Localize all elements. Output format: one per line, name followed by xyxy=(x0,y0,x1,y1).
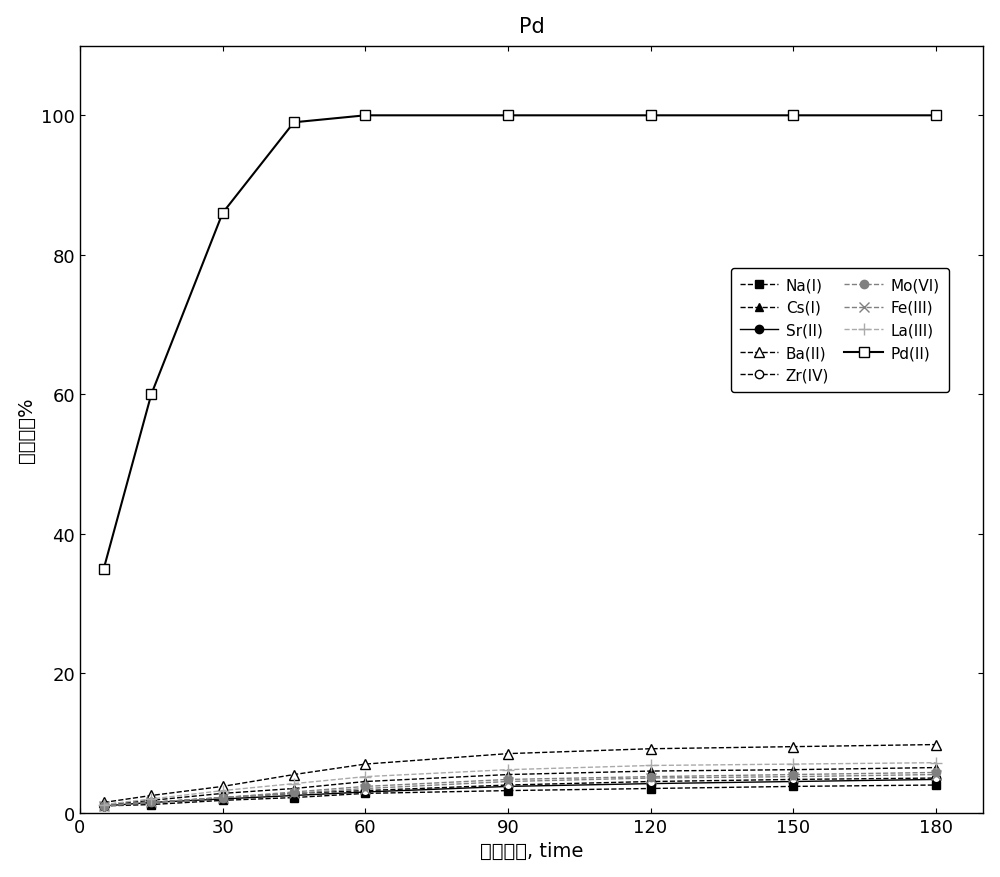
Zr(IV) xyxy=(502,780,514,790)
Fe(III) xyxy=(145,797,157,808)
Ba(II) xyxy=(787,742,799,752)
Mo(VI) xyxy=(787,769,799,780)
Na(I) xyxy=(288,793,300,803)
Pd(II) xyxy=(145,389,157,400)
Sr(II) xyxy=(502,781,514,792)
Mo(VI) xyxy=(98,801,110,811)
Fe(III) xyxy=(288,788,300,799)
Na(I) xyxy=(787,781,799,792)
Sr(II) xyxy=(98,801,110,811)
Zr(IV) xyxy=(288,788,300,799)
Mo(VI) xyxy=(145,797,157,808)
Na(I) xyxy=(502,786,514,796)
Cs(I) xyxy=(288,783,300,794)
Na(I) xyxy=(930,780,942,790)
La(III) xyxy=(288,779,300,789)
Fe(III) xyxy=(98,801,110,811)
Fe(III) xyxy=(930,769,942,780)
Y-axis label: 吸附率，%: 吸附率，% xyxy=(17,397,36,462)
Fe(III) xyxy=(217,793,229,803)
Zr(IV) xyxy=(217,793,229,803)
Pd(II) xyxy=(217,209,229,219)
Fe(III) xyxy=(359,783,371,794)
Legend: Na(I), Cs(I), Sr(II), Ba(II), Zr(IV), Mo(VI), Fe(III), La(III), Pd(II): Na(I), Cs(I), Sr(II), Ba(II), Zr(IV), Mo… xyxy=(731,268,949,393)
Line: Na(I): Na(I) xyxy=(100,781,940,810)
La(III) xyxy=(502,765,514,775)
Line: Fe(III): Fe(III) xyxy=(99,770,941,811)
Line: Cs(I): Cs(I) xyxy=(100,764,940,809)
Zr(IV) xyxy=(645,776,657,787)
Line: Sr(II): Sr(II) xyxy=(100,775,940,810)
Mo(VI) xyxy=(217,793,229,803)
La(III) xyxy=(359,772,371,782)
Na(I) xyxy=(359,788,371,799)
La(III) xyxy=(98,799,110,809)
Ba(II) xyxy=(359,759,371,769)
X-axis label: 接触时间, time: 接触时间, time xyxy=(480,841,583,860)
La(III) xyxy=(645,760,657,771)
Mo(VI) xyxy=(288,787,300,797)
Ba(II) xyxy=(145,790,157,801)
Pd(II) xyxy=(930,111,942,121)
Zr(IV) xyxy=(930,773,942,783)
Cs(I) xyxy=(645,766,657,776)
Zr(IV) xyxy=(359,786,371,796)
Line: Pd(II): Pd(II) xyxy=(99,111,941,574)
Cs(I) xyxy=(502,769,514,780)
Ba(II) xyxy=(645,744,657,754)
Ba(II) xyxy=(98,797,110,808)
Ba(II) xyxy=(930,739,942,750)
Sr(II) xyxy=(145,797,157,808)
Mo(VI) xyxy=(359,781,371,792)
Mo(VI) xyxy=(645,772,657,782)
La(III) xyxy=(145,794,157,804)
Fe(III) xyxy=(787,772,799,782)
Mo(VI) xyxy=(930,767,942,778)
Ba(II) xyxy=(502,748,514,759)
Fe(III) xyxy=(502,776,514,787)
La(III) xyxy=(930,758,942,768)
Line: La(III): La(III) xyxy=(98,757,941,810)
Sr(II) xyxy=(645,779,657,789)
Sr(II) xyxy=(359,787,371,797)
Na(I) xyxy=(217,795,229,806)
Cs(I) xyxy=(217,788,229,799)
Line: Ba(II): Ba(II) xyxy=(99,740,941,808)
La(III) xyxy=(217,786,229,796)
Pd(II) xyxy=(645,111,657,121)
Na(I) xyxy=(145,799,157,809)
Line: Zr(IV): Zr(IV) xyxy=(100,774,940,810)
Pd(II) xyxy=(787,111,799,121)
Pd(II) xyxy=(288,118,300,128)
Cs(I) xyxy=(98,799,110,809)
Cs(I) xyxy=(359,776,371,787)
Line: Mo(VI): Mo(VI) xyxy=(100,768,940,810)
Fe(III) xyxy=(645,773,657,783)
Zr(IV) xyxy=(787,774,799,785)
Mo(VI) xyxy=(502,774,514,785)
Ba(II) xyxy=(217,781,229,792)
Zr(IV) xyxy=(98,801,110,811)
Zr(IV) xyxy=(145,797,157,808)
Sr(II) xyxy=(288,790,300,801)
Sr(II) xyxy=(787,776,799,787)
Na(I) xyxy=(645,783,657,794)
Pd(II) xyxy=(98,564,110,574)
Na(I) xyxy=(98,801,110,811)
Cs(I) xyxy=(787,765,799,775)
Sr(II) xyxy=(217,794,229,804)
Ba(II) xyxy=(288,769,300,780)
Pd(II) xyxy=(359,111,371,121)
Cs(I) xyxy=(145,795,157,806)
Sr(II) xyxy=(930,774,942,785)
Pd(II) xyxy=(502,111,514,121)
Title: Pd: Pd xyxy=(519,17,545,37)
La(III) xyxy=(787,759,799,769)
Cs(I) xyxy=(930,762,942,773)
